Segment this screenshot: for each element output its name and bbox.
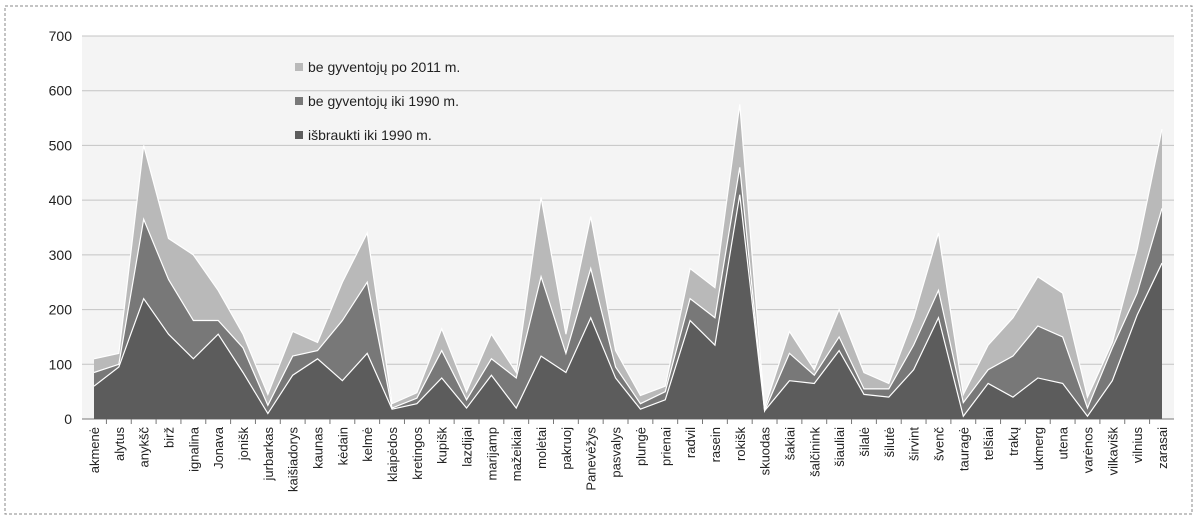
y-tick-label: 300 xyxy=(49,247,73,263)
x-tick-label: zarasai xyxy=(1155,427,1170,469)
series-line-0 xyxy=(93,194,1163,418)
x-axis: akmenė alytus anykšč birž ignalina Jonava joni… xyxy=(87,419,1170,492)
x-tick-label: tauragė xyxy=(956,427,971,471)
x-tick-label: prienai xyxy=(658,427,673,466)
y-tick-label: 600 xyxy=(49,83,73,99)
x-tick-label: jonišk xyxy=(236,427,251,462)
x-tick-label: birž xyxy=(162,427,177,448)
x-tick-label: varėnos xyxy=(1080,427,1095,474)
x-tick-label: jurbarkas xyxy=(261,427,276,482)
x-tick-label: vilnius xyxy=(1130,427,1145,464)
x-tick-label: širvint xyxy=(907,427,922,461)
legend-label: išbraukti iki 1990 m. xyxy=(308,127,432,143)
x-tick-label: utena xyxy=(1056,426,1071,459)
x-tick-label: trakų xyxy=(1006,427,1021,456)
series-line-1 xyxy=(93,167,1163,414)
x-tick-label: vilkavišk xyxy=(1105,427,1120,476)
x-tick-label: kėdain xyxy=(335,427,350,465)
x-tick-label: plungė xyxy=(633,427,648,466)
x-tick-label: šakiai xyxy=(782,427,797,460)
y-tick-label: 700 xyxy=(49,28,73,44)
legend-swatch xyxy=(295,63,303,71)
legend-swatch xyxy=(295,97,303,105)
x-tick-label: rasein xyxy=(708,427,723,462)
legend-label: be gyventojų iki 1990 m. xyxy=(308,93,459,109)
x-tick-label: alytus xyxy=(112,427,127,461)
x-tick-label: marijamp xyxy=(484,427,499,480)
x-tick-label: kaišiadorys xyxy=(286,427,301,493)
x-tick-label: kelmė xyxy=(360,427,375,462)
x-tick-label: šiauliai xyxy=(832,427,847,467)
x-tick-label: telšiai xyxy=(981,427,996,460)
x-tick-label: ignalina xyxy=(186,426,201,472)
x-tick-label: lazdijai xyxy=(460,427,475,467)
y-axis: 0 100 200 300 400 500 600 700 xyxy=(49,28,73,427)
x-tick-label: skuodas xyxy=(758,427,773,476)
x-tick-label: švenč xyxy=(931,427,946,461)
x-tick-label: šilalė xyxy=(857,427,872,457)
x-tick-label: kretingos xyxy=(410,427,425,480)
legend-swatch xyxy=(295,131,303,139)
x-tick-label: akmenė xyxy=(87,427,102,473)
series-area-0 xyxy=(94,194,1162,419)
y-tick-label: 100 xyxy=(49,356,73,372)
x-tick-label: rokišk xyxy=(733,427,748,461)
series-area-1 xyxy=(94,167,1162,417)
x-tick-label: pakruoj xyxy=(559,427,574,470)
x-tick-label: klaipėdos xyxy=(385,427,400,482)
series-line-2 xyxy=(93,104,1163,409)
area-series xyxy=(93,104,1163,419)
y-tick-label: 500 xyxy=(49,137,73,153)
x-tick-label: mažeikiai xyxy=(509,427,524,481)
x-tick-label: radvil xyxy=(683,427,698,458)
y-tick-label: 0 xyxy=(64,411,72,427)
x-tick-label: molėtai xyxy=(534,427,549,469)
legend: be gyventojų po 2011 m. be gyventojų iki … xyxy=(295,59,460,143)
x-tick-label: kupišk xyxy=(435,427,450,464)
x-tick-label: Panevėžys xyxy=(584,427,599,491)
x-tick-label: ukmerg xyxy=(1031,427,1046,470)
x-tick-label: pasvalys xyxy=(609,427,624,478)
x-tick-label: anykšč xyxy=(137,427,152,468)
y-tick-label: 400 xyxy=(49,192,73,208)
x-tick-label: kaunas xyxy=(311,427,326,469)
legend-label: be gyventojų po 2011 m. xyxy=(308,59,460,75)
x-tick-label: šilutė xyxy=(882,427,897,457)
x-tick-label: Jonava xyxy=(211,426,226,469)
x-tick-label: šalčinink xyxy=(807,427,822,477)
y-tick-label: 200 xyxy=(49,302,73,318)
